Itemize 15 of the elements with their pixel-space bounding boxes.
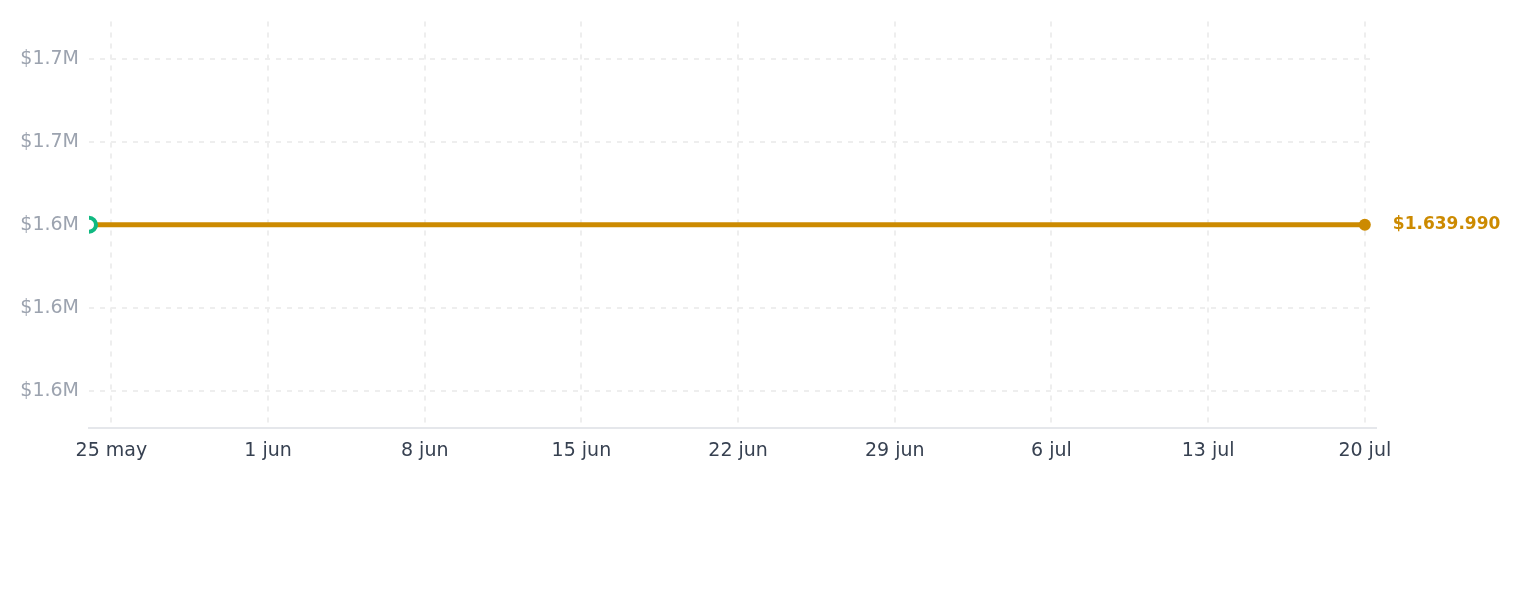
x-tick-label: 6 jul	[1031, 438, 1072, 461]
x-tick-label: 1 jun	[244, 438, 292, 461]
data-label: $1.639.990	[1392, 213, 1501, 234]
x-tick-label: 29 jun	[864, 438, 925, 461]
y-tick-label: $1.7M	[20, 45, 79, 68]
y-tick-label: $1.6M	[20, 294, 79, 317]
x-tick-label: 15 jun	[551, 438, 612, 461]
x-tick-label: 8 jun	[400, 438, 449, 461]
x-tick-label: 22 jun	[708, 438, 768, 461]
y-tick-label: $1.7M	[20, 128, 79, 151]
x-tick-label: 25 may	[75, 438, 148, 461]
x-tick-label: 13 jul	[1181, 438, 1235, 461]
y-tick-label: $1.6M	[20, 211, 79, 234]
y-tick-label: $1.6M	[20, 377, 79, 400]
x-tick-label: 20 jul	[1338, 438, 1392, 461]
